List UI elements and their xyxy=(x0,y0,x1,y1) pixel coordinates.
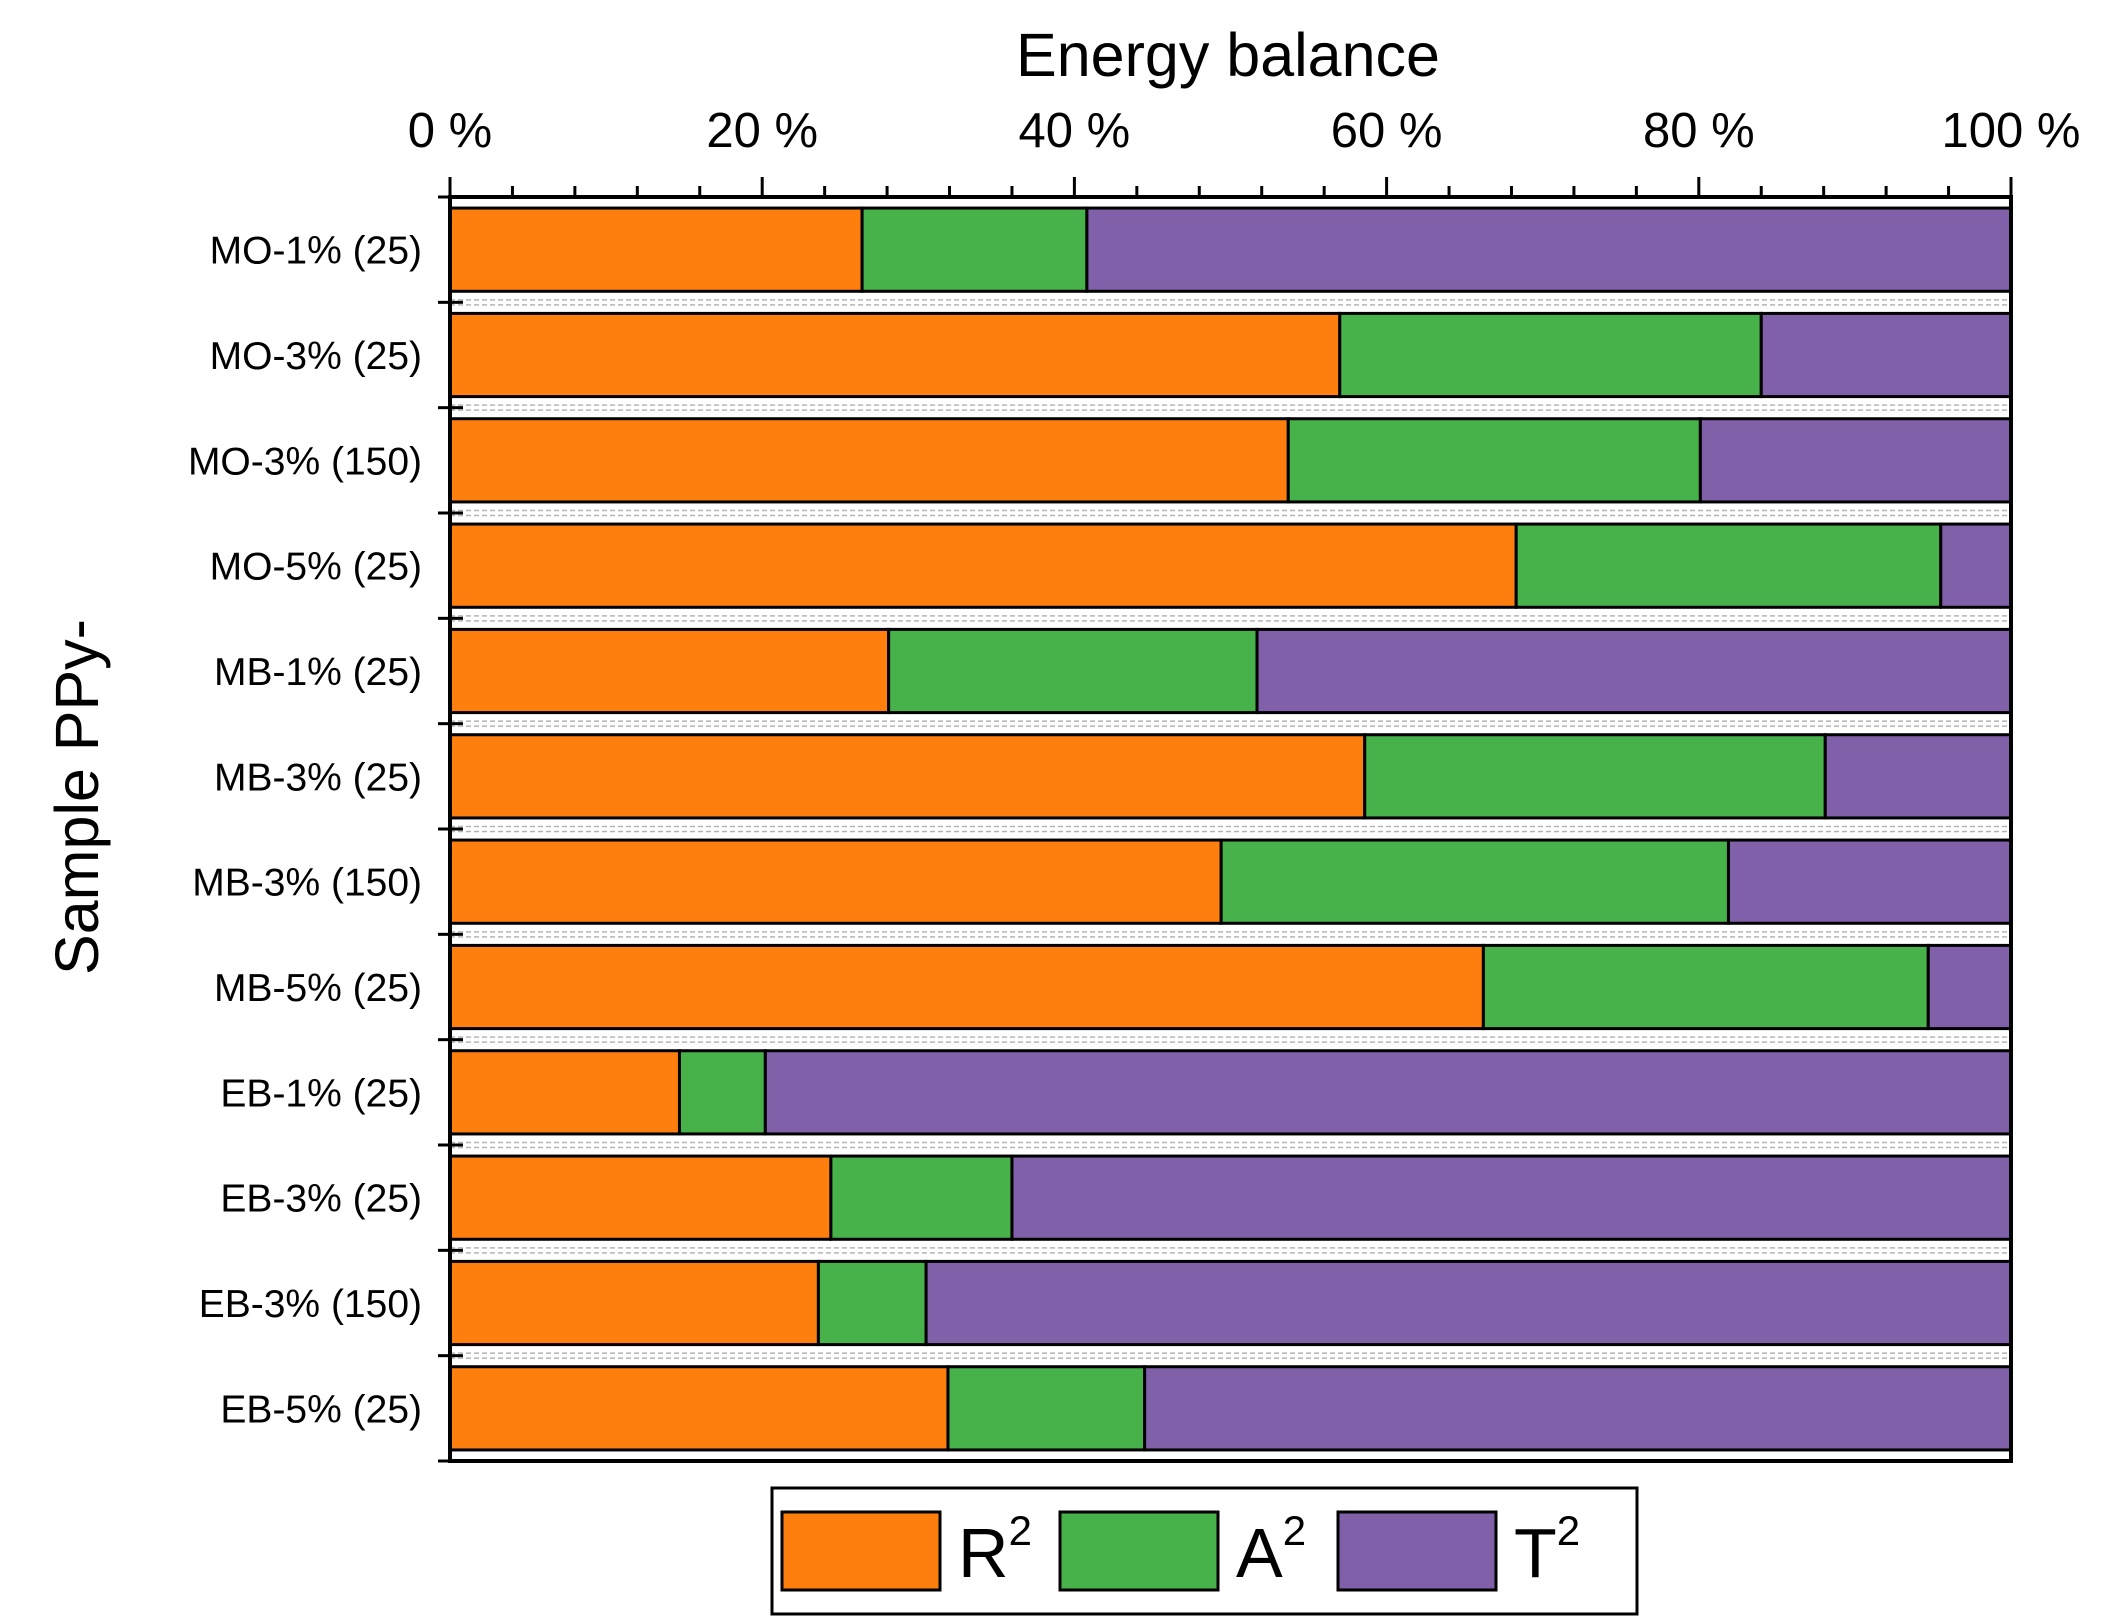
x-tick-label: 80 % xyxy=(1643,104,1755,158)
category-label: MO-3% (150) xyxy=(188,440,422,483)
bar-t2-10 xyxy=(1010,1154,2013,1241)
category-label: MB-3% (150) xyxy=(192,862,422,905)
row-separators xyxy=(450,299,2011,1359)
category-label: EB-5% (25) xyxy=(220,1388,422,1431)
bar-r2-2 xyxy=(448,311,1342,399)
bar-a2-3 xyxy=(1286,417,1702,504)
category-labels: MO-1% (25) MO-3% (25) MO-3% (150) MO-5% (25… xyxy=(188,230,422,1432)
x-tick-label: 0 % xyxy=(408,104,492,158)
bar-a2-2 xyxy=(1338,311,1763,399)
bar-r2-6 xyxy=(448,733,1367,820)
bar-a2-7 xyxy=(1219,838,1730,925)
category-label: MB-1% (25) xyxy=(214,651,422,694)
category-label: MO-5% (25) xyxy=(210,546,422,589)
bar-t2-6 xyxy=(1823,733,2013,820)
category-label: MO-3% (25) xyxy=(210,335,422,378)
bar-a2-1 xyxy=(860,206,1089,293)
bar-a2-4 xyxy=(1514,522,1943,609)
bar-a2-10 xyxy=(829,1154,1014,1241)
bar-a2-6 xyxy=(1363,733,1827,820)
bar-a2-9 xyxy=(677,1049,767,1136)
bar-a2-5 xyxy=(887,627,1259,715)
bar-r2-5 xyxy=(448,627,891,715)
y-axis-label: Sample PPy- xyxy=(43,619,111,975)
bar-a2-11 xyxy=(816,1259,928,1347)
bar-r2-11 xyxy=(448,1259,820,1347)
x-tick-label: 100 % xyxy=(1942,104,2081,158)
bar-t2-11 xyxy=(924,1259,2013,1347)
x-tick-label: 40 % xyxy=(1019,104,1131,158)
bar-t2-4 xyxy=(1939,522,2013,609)
legend-swatch-t2 xyxy=(1336,1510,1498,1592)
bar-a2-8 xyxy=(1481,943,1930,1031)
bar-r2-4 xyxy=(448,522,1518,609)
category-label: EB-3% (25) xyxy=(220,1178,422,1221)
bar-t2-1 xyxy=(1085,206,2013,293)
bar-t2-9 xyxy=(763,1049,2013,1136)
bar-r2-3 xyxy=(448,417,1290,504)
bar-t2-3 xyxy=(1698,417,2013,504)
x-tick-label: 60 % xyxy=(1331,104,1443,158)
plot-frame xyxy=(448,195,2013,1463)
legend: R2 A2 T2 xyxy=(770,1486,1639,1616)
legend-label-a2: A2 xyxy=(1236,1507,1306,1592)
bar-r2-8 xyxy=(448,943,1485,1031)
category-label: MO-1% (25) xyxy=(210,230,422,273)
bar-r2-12 xyxy=(448,1365,950,1452)
bar-t2-8 xyxy=(1926,943,2013,1031)
bar-r2-7 xyxy=(448,838,1223,925)
bar-t2-5 xyxy=(1255,627,2013,715)
bar-t2-7 xyxy=(1726,838,2013,925)
bar-t2-2 xyxy=(1759,311,2013,399)
bar-r2-10 xyxy=(448,1154,833,1241)
chart-title: Energy balance xyxy=(1016,21,1440,89)
category-label: MB-5% (25) xyxy=(214,967,422,1010)
bar-t2-12 xyxy=(1143,1365,2013,1452)
category-label: MB-3% (25) xyxy=(214,756,422,799)
category-label: EB-3% (150) xyxy=(199,1283,422,1326)
legend-swatch-r2 xyxy=(780,1510,942,1592)
legend-swatch-a2 xyxy=(1058,1510,1220,1592)
bars-group xyxy=(448,206,2013,1452)
x-tick-label: 20 % xyxy=(706,104,818,158)
bar-r2-9 xyxy=(448,1049,681,1136)
x-axis: 0 % 20 % 40 % 60 % 80 % 100 % xyxy=(408,104,2081,1463)
bar-a2-12 xyxy=(946,1365,1147,1452)
bar-r2-1 xyxy=(448,206,864,293)
category-label: EB-1% (25) xyxy=(220,1072,422,1115)
